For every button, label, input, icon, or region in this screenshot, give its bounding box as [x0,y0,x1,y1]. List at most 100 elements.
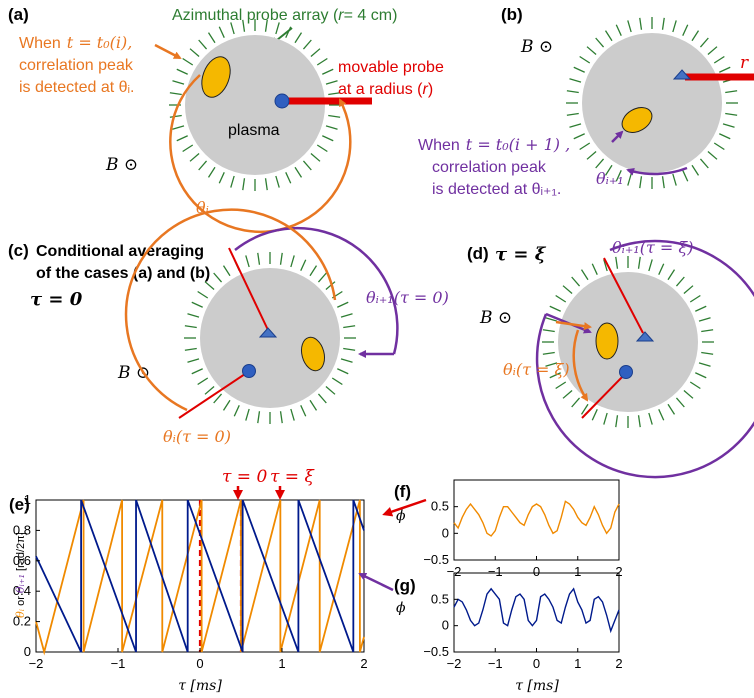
probe-tick [328,114,341,118]
probe-tick [722,123,735,128]
probe-tick [603,412,608,425]
probe-tick [648,412,653,425]
probe-tick [310,152,321,162]
probe-tick [566,112,579,116]
probe-tick [279,411,283,424]
y-tick-label: 0.5 [431,591,449,606]
probe-tick [285,26,292,38]
probe-tip-a [274,93,290,109]
theta-arc-a [169,74,352,233]
x-tick-label: 0 [533,564,540,579]
tau-zero-c: τ = 0 [30,289,83,310]
probe-tick [615,24,622,36]
probe-tick [187,358,200,363]
probe-tick [695,372,707,379]
b-field-a: B ⊙ [105,155,138,175]
probe-tick [172,80,185,85]
probe-tick [579,142,591,151]
probe-tick [675,276,685,287]
probe-tick [699,158,709,169]
probe-tick [604,164,613,176]
probe-tick [695,305,707,312]
probe-tick [586,150,597,160]
chart-g-xlabel: τ [ms] [515,678,559,694]
probe-tick [637,415,641,428]
theta-label-d-mid: θᵢ(τ = ξ) [503,360,570,379]
panel-f-tag: (f) [394,482,411,501]
probe-tick [637,256,641,269]
probe-tick [290,408,295,421]
probe-tick [719,66,731,73]
r-label-b: r [740,53,749,73]
probe-tick [275,22,280,35]
probe-tick [257,252,261,265]
when-text-a: When t = t₀(i), [19,33,132,52]
probe-tick [542,329,555,333]
x-tick-label: −2 [29,656,44,671]
probe-tick [667,269,676,281]
probe-tick [300,259,307,271]
panel-g: (g) ϕ −2 −1 0 1 2 −0.5 0 0.5 τ [ms] [394,572,623,694]
probe-tick [207,32,216,44]
probe-tick [331,377,343,386]
probe-tick [264,178,268,191]
probe-tick [242,19,246,32]
probe-tick [573,133,585,140]
y-tick-label: 0 [442,618,449,633]
probe-tick [661,176,665,189]
probe-tick [562,285,573,295]
series-line [453,587,620,634]
correlation-peak-d [595,322,619,360]
triangle-marker-c [258,327,278,338]
probe-tick [197,290,209,299]
movable-probe-label-1: movable probe [338,59,444,76]
tau-xi-d: τ = ξ [495,244,547,265]
probe-tick [571,397,581,408]
series-line [35,499,365,656]
x-tick-label: −1 [488,656,503,671]
y-tick-label: 1 [24,492,31,507]
probe-tick [310,48,321,58]
probe-tick [586,46,597,56]
probe-tick [187,313,200,318]
y-tick-label: 0 [24,644,31,659]
probe-tick [302,160,312,171]
probe-tick [672,173,677,186]
probe-line-d-bot [581,371,628,419]
chart-e-xlabel: τ [ms] [178,678,222,694]
probe-tick [316,57,328,66]
probe-tick [555,294,567,303]
x-tick-label: 2 [615,656,622,671]
plasma-circle-d [542,256,714,428]
panel-b-tag: (b) [501,5,523,24]
probe-tick [689,294,701,303]
probe-tick [328,92,341,96]
probe-tick [343,325,356,329]
x-tick-label: −2 [447,564,462,579]
x-tick-label: 2 [360,656,367,671]
probe-tick [615,415,619,428]
probe-tick [182,144,194,153]
probe-tick [683,389,694,399]
probe-tick [615,256,619,269]
probe-tick [169,92,182,96]
probe-tick [591,263,598,275]
probe-tick [549,305,561,312]
probe-tick [184,347,197,351]
probe-tick [213,393,223,404]
theta-arc-b [626,166,688,176]
probe-tick [682,170,689,182]
probe-tick [719,133,731,140]
panel-a: (a) Azimuthal probe array (r= 4 cm) When… [8,5,444,233]
triangle-marker-d [635,331,655,342]
probe-tick [204,385,215,395]
probe-tick [699,37,709,48]
probe-line-c-top [228,247,269,331]
probe-tick [230,22,235,35]
plot-frame [453,479,620,561]
probe-tick [648,259,653,272]
probe-tick [309,399,318,411]
probe-tick [285,172,292,184]
y-tick-label: −0.5 [423,644,449,659]
probe-tick [698,317,711,322]
